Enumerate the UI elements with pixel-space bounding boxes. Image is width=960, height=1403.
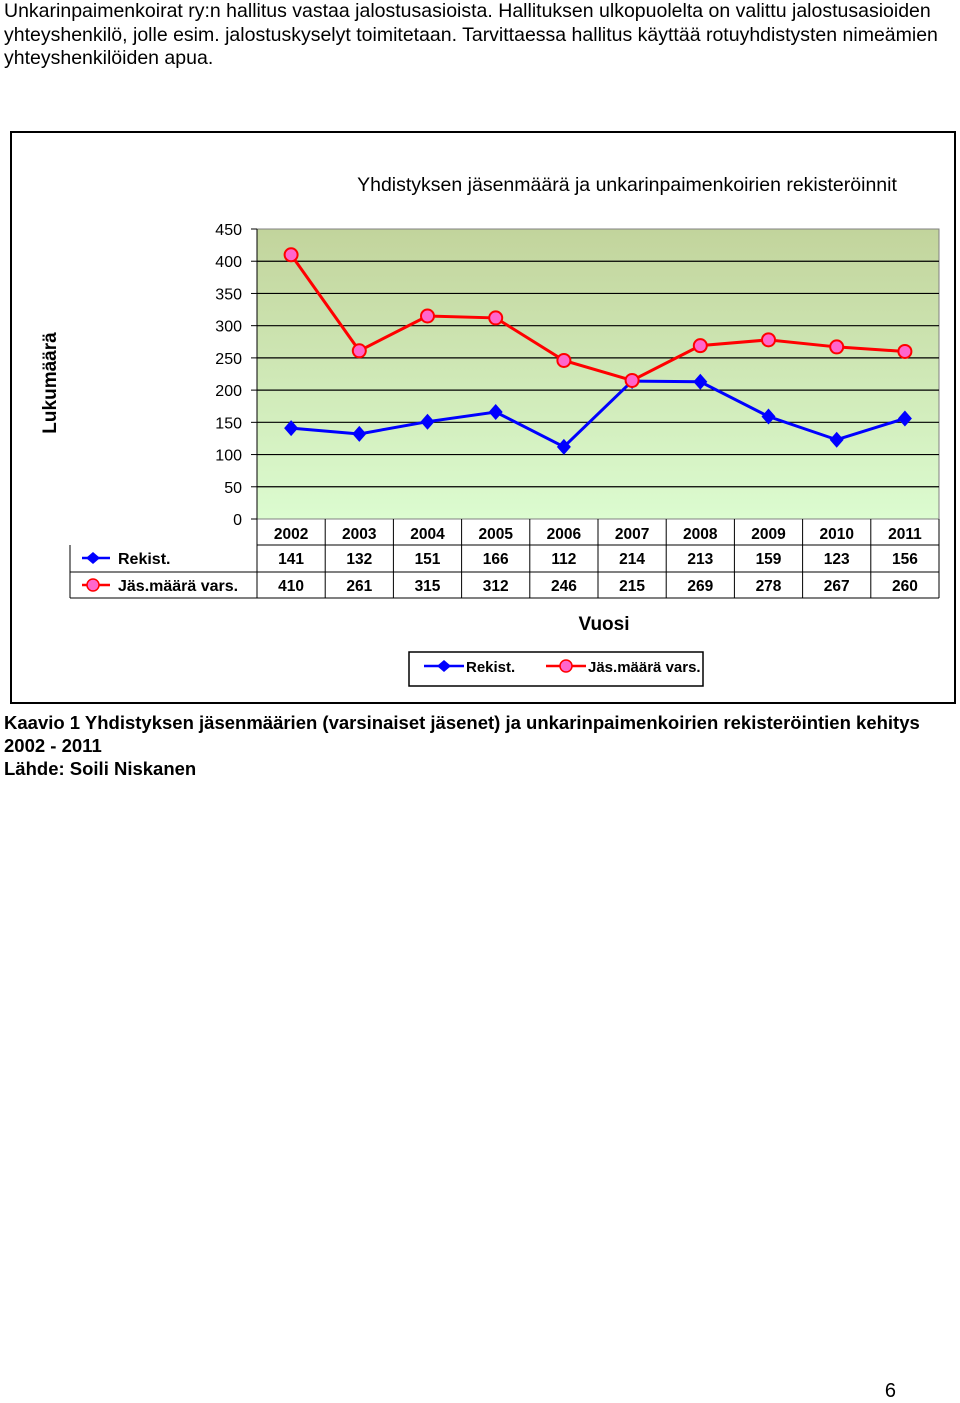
y-axis-label: Lukumäärä [40,332,61,434]
data-label-1-7: 278 [756,578,782,595]
table-series-name-1: Jäs.määrä vars. [118,578,238,595]
data-label-0-7: 159 [756,551,782,568]
y-tick-label-200: 200 [215,383,242,400]
point-0-2 [420,413,435,430]
x-tick-label-2008: 2008 [683,526,718,543]
point-0-3 [488,404,503,421]
data-label-0-0: 141 [278,551,304,568]
legend-marker-0 [437,660,451,672]
x-tick-label-2005: 2005 [478,526,513,543]
y-tick-label-100: 100 [215,448,242,465]
point-0-6 [693,373,708,390]
series-line-0 [290,379,906,449]
table-series-name-0: Rekist. [118,551,170,568]
point-1-6 [692,338,708,354]
plot-area [256,228,940,520]
y-tick-label-150: 150 [215,415,242,432]
data-label-1-5: 215 [619,578,645,595]
x-tick-label-2002: 2002 [274,526,308,543]
table-key-marker-0 [86,552,100,564]
y-axis-ticks: 0 50 100 150 200 250 300 350 400 450 [215,222,258,529]
x-tick-label-2011: 2011 [888,526,922,543]
series-lines [283,247,913,455]
point-1-1 [351,343,367,359]
line-chart: Yhdistyksen jäsenmäärä ja unkarinpaimenk… [40,174,940,687]
data-label-0-9: 156 [892,551,918,568]
data-label-1-6: 269 [687,578,713,595]
data-label-0-6: 213 [687,551,713,568]
point-0-4 [556,438,571,455]
point-1-7 [761,332,776,348]
x-tick-label-2006: 2006 [547,526,582,543]
data-label-1-1: 261 [346,578,372,595]
legend-label-1: Jäs.määrä vars. [588,659,701,676]
table-key-marker-1 [86,578,100,592]
x-tick-label-2003: 2003 [342,526,377,543]
figure-source: Lähde: Soili Niskanen [4,758,197,779]
x-axis-label: Vuosi [578,614,629,635]
x-tick-label-2010: 2010 [819,526,853,543]
point-1-5 [624,372,640,388]
legend: Rekist. Jäs.määrä vars. [408,651,704,687]
legend-box [408,651,704,687]
point-1-3 [488,310,504,326]
gridlines [257,260,939,488]
y-tick-label-50: 50 [224,480,242,497]
point-0-0 [284,420,299,437]
y-tick-label-250: 250 [215,351,242,368]
y-tick-label-350: 350 [215,286,242,303]
point-1-0 [283,247,299,263]
chart-title: Yhdistyksen jäsenmäärä ja unkarinpaimenk… [357,174,897,196]
point-1-2 [420,308,435,324]
point-0-7 [761,408,776,425]
data-label-1-3: 312 [483,578,509,595]
data-label-0-1: 132 [346,551,372,568]
data-label-1-0: 410 [278,578,304,595]
data-label-1-8: 267 [824,578,850,595]
data-label-1-4: 246 [551,578,577,595]
legend-label-0: Rekist. [466,659,515,676]
data-label-1-2: 315 [415,578,441,595]
point-1-4 [556,352,572,368]
y-tick-label-300: 300 [215,319,242,336]
data-table: 2002 2003 2004 2005 2006 2007 2008 2009 2010 2011… [69,519,940,599]
point-1-8 [829,339,845,355]
x-tick-label-2004: 2004 [410,526,445,543]
data-label-0-5: 214 [619,551,645,568]
x-tick-label-2007: 2007 [615,526,649,543]
y-tick-label-450: 450 [215,222,242,239]
data-label-0-8: 123 [824,551,850,568]
chart-frame: Yhdistyksen jäsenmäärä ja unkarinpaimenk… [10,131,956,704]
data-label-1-9: 260 [892,578,918,595]
data-label-0-4: 112 [551,551,576,568]
data-label-0-2: 151 [415,551,441,568]
point-0-9 [897,410,912,427]
point-1-9 [897,343,913,359]
point-0-8 [829,431,844,448]
y-tick-label-0: 0 [233,512,242,529]
intro-paragraph: Unkarinpaimenkoirat ry:n hallitus vastaa… [4,0,938,69]
figure-caption: Kaavio 1 Yhdistyksen jäsenmäärien (varsi… [4,712,920,756]
point-0-1 [352,425,367,442]
series-line-1 [289,253,905,383]
y-tick-label-400: 400 [215,254,242,271]
legend-marker-1 [559,659,573,673]
data-label-0-3: 166 [483,551,509,568]
page-number: 6 [884,1380,896,1402]
x-tick-label-2009: 2009 [751,526,786,543]
